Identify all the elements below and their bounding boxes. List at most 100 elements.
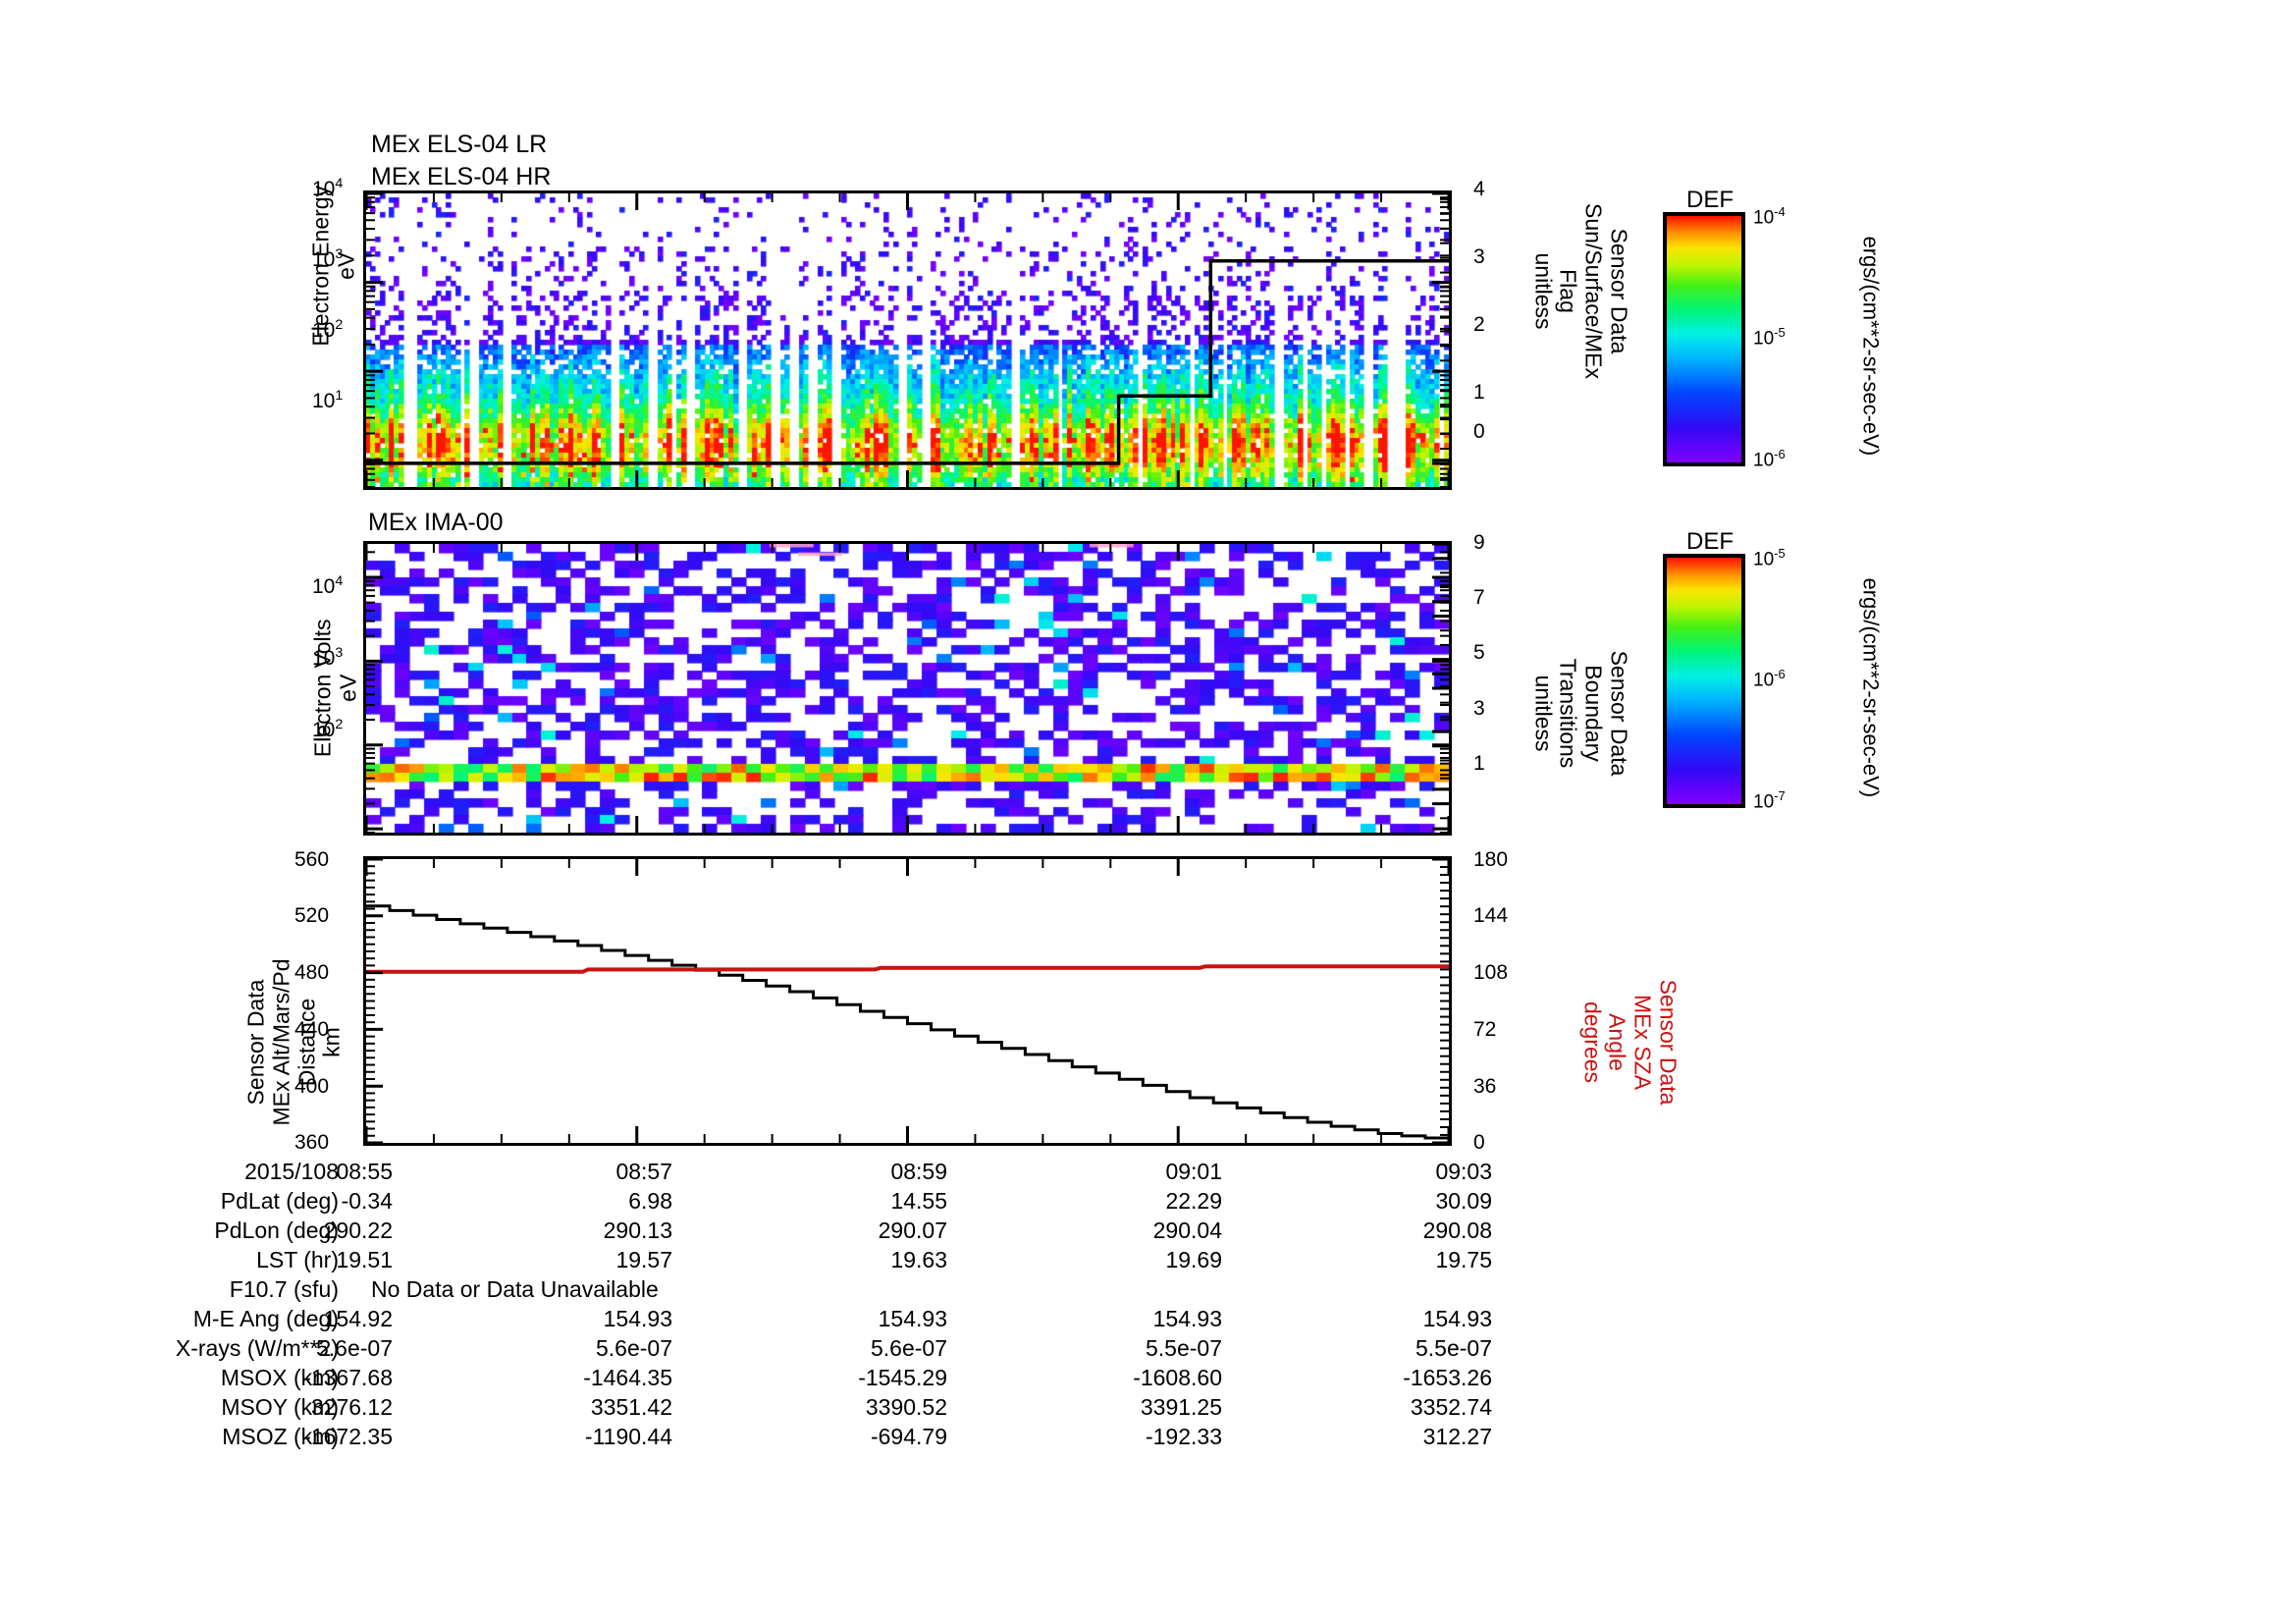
- els-ytick-r-4: 4: [1473, 178, 1485, 200]
- footer-cell: 5.5e-07: [1145, 1335, 1222, 1361]
- footer-row-label: MSOX (km): [220, 1365, 339, 1390]
- footer-cell: -1608.60: [1133, 1365, 1222, 1390]
- panel-ima-right-axis-title: Sensor Data Boundary Transitions unitles…: [1530, 611, 1631, 817]
- sza-ytick-36: 36: [1473, 1075, 1497, 1098]
- alt-ytick-440: 440: [294, 1018, 330, 1041]
- footer-cell: -1545.29: [858, 1365, 947, 1390]
- ima-ytick-r-9: 9: [1473, 531, 1485, 554]
- footer-data-table: 2015/108 08:55 08:57 08:59 09:01 09:03 PdLat (…: [0, 1159, 2296, 1512]
- ima-plot-frame[interactable]: [363, 541, 1452, 836]
- footer-cell: 30.09: [1435, 1188, 1492, 1214]
- alt-plot-frame[interactable]: [363, 856, 1452, 1146]
- axis-title-line: Sun/Surface/MEx: [1580, 203, 1607, 379]
- axis-title-line: degrees: [1579, 1001, 1606, 1084]
- colorbar-ima-gradient: [1667, 558, 1741, 804]
- footer-row-label: PdLat (deg): [220, 1188, 339, 1214]
- footer-cell: -1367.68: [303, 1365, 393, 1390]
- ima-ytick-r-3: 3: [1473, 697, 1485, 720]
- colorbar-ima-unit: ergs/(cm**2-sr-sec-eV): [1858, 577, 1884, 798]
- alt-sza-lines: [366, 904, 1449, 1141]
- footer-cell: 09:01: [1165, 1159, 1222, 1184]
- alt-ytick-560: 560: [294, 848, 330, 871]
- footer-cell: -1464.35: [583, 1365, 672, 1390]
- axis-title-line: Boundary: [1580, 665, 1607, 762]
- panel-alt-right-axis-title: Sensor Data MEx SZA Angle degrees: [1579, 940, 1681, 1146]
- axis-title-line: Electron Volts: [309, 619, 336, 758]
- colorbar-ima-title: DEF: [1686, 528, 1734, 555]
- colorbar-els-gradient: [1667, 216, 1741, 462]
- els-ytick-r-0: 0: [1473, 420, 1485, 443]
- footer-cell: 154.92: [323, 1306, 393, 1331]
- footer-cell: -0.34: [341, 1188, 393, 1214]
- footer-cell: 154.93: [1422, 1306, 1492, 1331]
- footer-cell: -1190.44: [584, 1424, 672, 1449]
- footer-cell: -1653.26: [1403, 1365, 1492, 1390]
- alt-ytick-480: 480: [294, 961, 330, 984]
- footer-cell: 5.6e-07: [315, 1335, 393, 1361]
- footer-cell: -1672.35: [303, 1424, 393, 1449]
- els-plot-frame[interactable]: [363, 190, 1452, 490]
- footer-cell: 08:59: [890, 1159, 947, 1184]
- footer-cell: 3391.25: [1140, 1394, 1222, 1420]
- footer-cell: 22.29: [1165, 1188, 1222, 1214]
- footer-cell: 19.63: [890, 1247, 947, 1272]
- footer-cell: 290.07: [878, 1217, 947, 1243]
- sza-ytick-180: 180: [1473, 848, 1509, 871]
- colorbar-els-title: DEF: [1686, 187, 1734, 213]
- axis-title-line: Transitions: [1556, 658, 1581, 769]
- ima-ytick-r-7: 7: [1473, 586, 1485, 609]
- footer-cell: 312.27: [1422, 1424, 1492, 1449]
- footer-cell: 5.6e-07: [595, 1335, 672, 1361]
- footer-row-label: X-rays (W/m**2): [175, 1335, 339, 1361]
- colorbar-els-box: [1663, 212, 1745, 466]
- colorbar-ima-top-label: 10-5: [1753, 546, 1786, 570]
- footer-cell: 09:03: [1435, 1159, 1492, 1184]
- footer-cell: 3352.74: [1410, 1394, 1492, 1420]
- axis-title-line: Sensor Data: [242, 979, 269, 1106]
- footer-cell: 3351.42: [590, 1394, 672, 1420]
- ima-ytick-1e2: 102: [312, 717, 344, 741]
- footer-row-label: MSOY (km): [221, 1394, 339, 1420]
- footer-cell: 290.04: [1152, 1217, 1222, 1243]
- footer-row-label: M-E Ang (deg): [192, 1306, 339, 1331]
- els-ytick-1e3: 103: [312, 246, 344, 271]
- ima-ytick-r-1: 1: [1473, 752, 1485, 775]
- axis-title-line: MEx SZA: [1629, 994, 1656, 1091]
- colorbar-els-mid-label: 10-5: [1753, 325, 1786, 350]
- footer-cell: 154.93: [603, 1306, 672, 1331]
- colorbar-ima-bottom-label: 10-7: [1753, 788, 1786, 813]
- els-ytick-r-2: 2: [1473, 313, 1485, 336]
- panel-els-title-hr: MEx ELS-04 HR: [371, 163, 552, 190]
- ima-ytick-1e3: 103: [312, 645, 344, 670]
- alt-ytick-360: 360: [294, 1131, 330, 1154]
- colorbar-els-unit: ergs/(cm**2-sr-sec-eV): [1858, 236, 1884, 457]
- ima-spectrogram: [366, 544, 1449, 833]
- els-flag-line: [366, 258, 1449, 465]
- axis-title-line: Flag: [1556, 269, 1581, 313]
- footer-row-note: No Data or Data Unavailable: [371, 1276, 659, 1302]
- axis-title-line: Angle: [1605, 1013, 1630, 1071]
- footer-cell: 3390.52: [865, 1394, 947, 1420]
- ima-ytick-r-5: 5: [1473, 641, 1485, 664]
- axis-title-line: unitless: [1530, 252, 1557, 330]
- axis-title-line: eV: [335, 674, 360, 702]
- footer-row-label: PdLon (deg): [214, 1217, 339, 1243]
- footer-cell: 154.93: [1152, 1306, 1222, 1331]
- footer-cell: 19.69: [1165, 1247, 1222, 1272]
- footer-cell: 290.08: [1422, 1217, 1492, 1243]
- footer-row-label: MSOZ (km): [222, 1424, 339, 1449]
- footer-cell: -192.33: [1145, 1424, 1222, 1449]
- footer-row-label: LST (hr): [256, 1247, 339, 1272]
- sza-ytick-144: 144: [1473, 904, 1509, 927]
- footer-cell: -694.79: [870, 1424, 947, 1449]
- ima-ytick-1e4: 104: [312, 573, 344, 598]
- axis-title-line: Sensor Data: [1655, 979, 1682, 1106]
- sza-ytick-72: 72: [1473, 1018, 1497, 1041]
- axis-title-line: MEx Alt/Mars/Pd: [268, 958, 294, 1126]
- els-ytick-1e4: 104: [312, 176, 344, 200]
- footer-cell: 19.51: [336, 1247, 393, 1272]
- footer-cell: 08:57: [615, 1159, 672, 1184]
- footer-cell: 290.13: [603, 1217, 672, 1243]
- footer-cell: 154.93: [878, 1306, 947, 1331]
- axis-title-line: unitless: [1530, 675, 1557, 752]
